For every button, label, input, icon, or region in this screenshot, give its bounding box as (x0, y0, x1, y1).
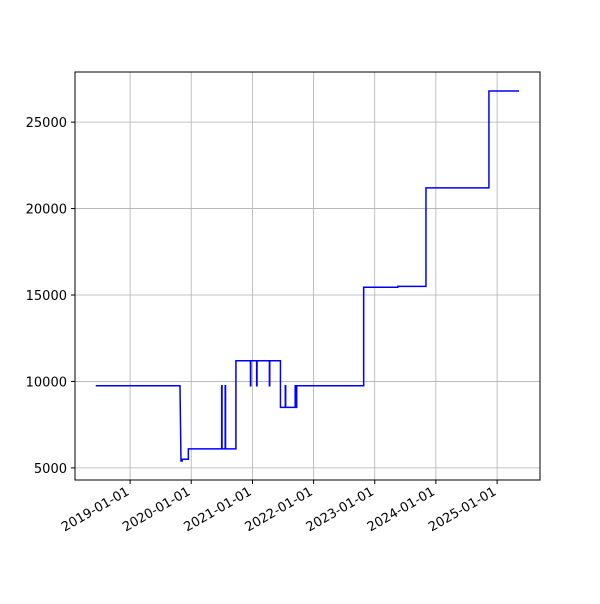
y-tick-label: 5000 (34, 462, 67, 477)
y-tick-label: 20000 (26, 203, 67, 218)
y-tick-label: 25000 (26, 116, 67, 131)
y-tick-label: 15000 (26, 289, 67, 304)
y-tick-label: 10000 (26, 375, 67, 390)
axes-frame (74, 71, 541, 481)
data-line (95, 90, 520, 462)
